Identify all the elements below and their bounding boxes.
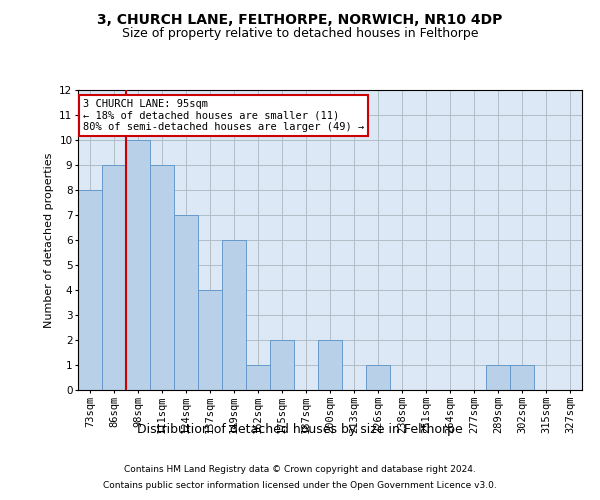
Bar	[510, 365, 534, 390]
Text: Contains public sector information licensed under the Open Government Licence v3: Contains public sector information licen…	[103, 481, 497, 490]
Text: Contains HM Land Registry data © Crown copyright and database right 2024.: Contains HM Land Registry data © Crown c…	[124, 465, 476, 474]
Bar	[198, 290, 222, 390]
Text: 3, CHURCH LANE, FELTHORPE, NORWICH, NR10 4DP: 3, CHURCH LANE, FELTHORPE, NORWICH, NR10…	[97, 12, 503, 26]
Bar	[270, 340, 294, 390]
Bar	[150, 165, 174, 390]
Bar	[366, 365, 390, 390]
Bar	[222, 240, 246, 390]
Bar	[126, 140, 150, 390]
Text: 3 CHURCH LANE: 95sqm
← 18% of detached houses are smaller (11)
80% of semi-detac: 3 CHURCH LANE: 95sqm ← 18% of detached h…	[83, 99, 364, 132]
Y-axis label: Number of detached properties: Number of detached properties	[44, 152, 53, 328]
Text: Size of property relative to detached houses in Felthorpe: Size of property relative to detached ho…	[122, 28, 478, 40]
Text: Distribution of detached houses by size in Felthorpe: Distribution of detached houses by size …	[137, 422, 463, 436]
Bar	[246, 365, 270, 390]
Bar	[318, 340, 342, 390]
Bar	[486, 365, 510, 390]
Bar	[78, 190, 102, 390]
Bar	[102, 165, 126, 390]
Bar	[174, 215, 198, 390]
